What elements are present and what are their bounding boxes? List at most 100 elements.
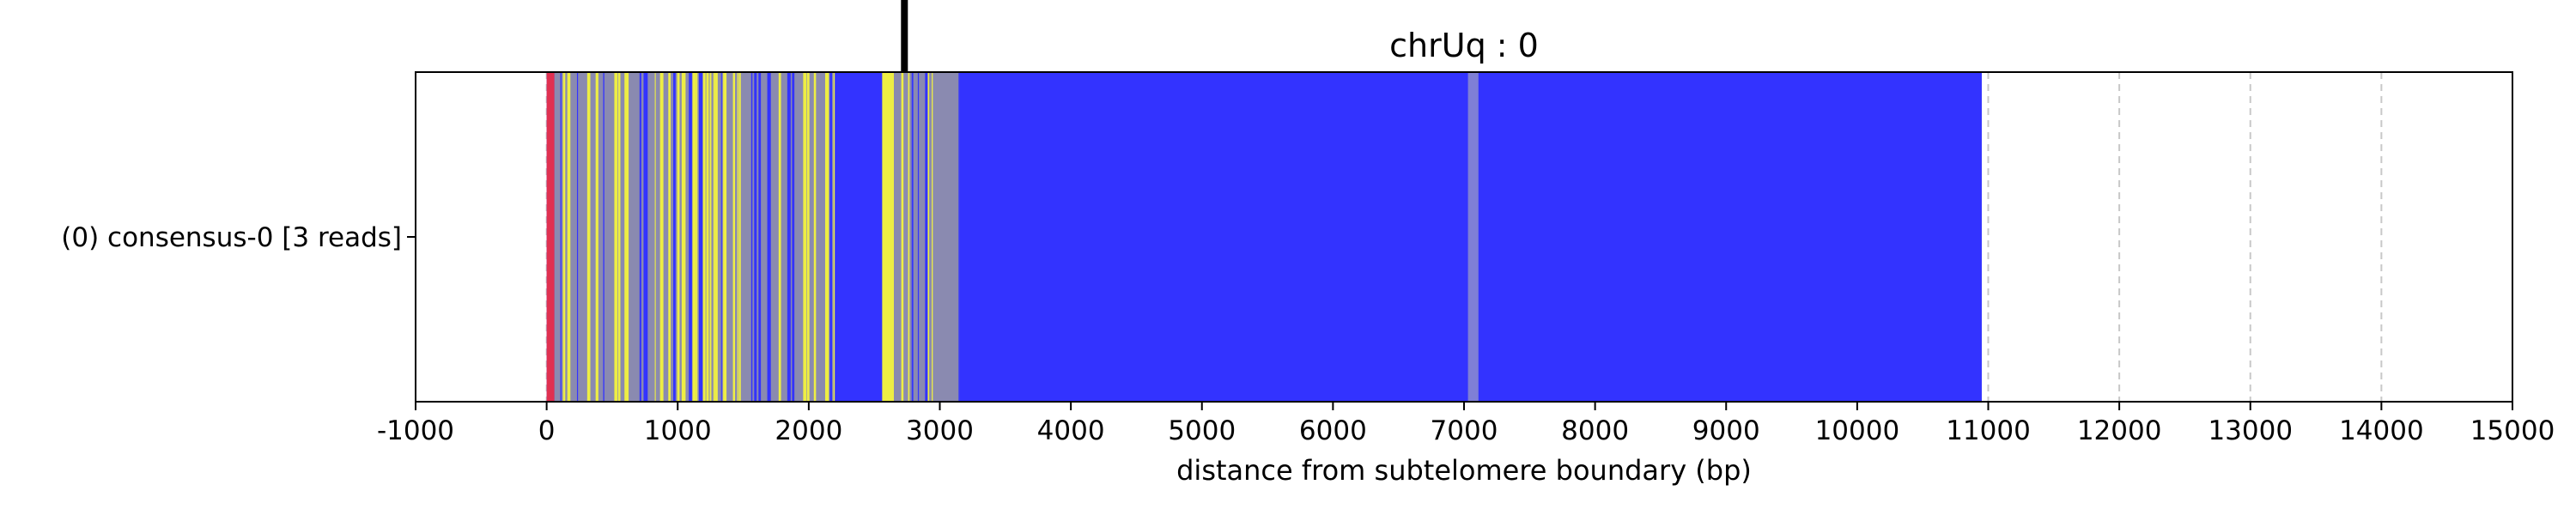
bar-segment [894, 72, 960, 402]
segment-stripe [829, 72, 832, 402]
segment-stripe [758, 72, 762, 402]
segment-fill [546, 72, 555, 402]
x-tick-label: 6000 [1299, 415, 1367, 446]
segment-stripe [677, 72, 680, 402]
segment-stripe [567, 72, 571, 402]
segment-stripe [738, 72, 741, 402]
segment-stripe [732, 72, 735, 402]
segment-stripe [637, 72, 640, 402]
segment-stripe [643, 72, 648, 402]
segment-stripe [958, 72, 960, 402]
segment-stripe [654, 72, 656, 402]
segment-stripe [629, 72, 633, 402]
x-tick-label: 9000 [1692, 415, 1760, 446]
bar-segment [882, 72, 895, 402]
segment-stripe [809, 72, 814, 402]
x-tick-label: 7000 [1431, 415, 1498, 446]
segment-stripe [817, 72, 820, 402]
segment-stripe [692, 72, 696, 402]
segment-stripe [787, 72, 791, 402]
x-tick-label: 2000 [775, 415, 842, 446]
segment-stripe [580, 72, 582, 402]
x-tick-label: 14000 [2339, 415, 2424, 446]
segment-stripe [665, 72, 667, 402]
bar-segment [554, 72, 835, 402]
segment-stripe [557, 72, 560, 402]
segment-stripe [772, 72, 777, 402]
x-tick-label: 4000 [1037, 415, 1105, 446]
segment-stripe [742, 72, 745, 402]
segment-stripe [754, 72, 757, 402]
segment-stripe [901, 72, 904, 402]
segment-stripe [584, 72, 586, 402]
segment-stripe [689, 72, 692, 402]
segment-stripe [750, 72, 753, 402]
segment-stripe [659, 72, 664, 402]
segment-stripe [595, 72, 598, 402]
segment-stripe [824, 72, 829, 402]
segment-stripe [925, 72, 928, 402]
segment-stripe [917, 72, 920, 402]
segment-stripe [894, 72, 897, 402]
bar-segment [1467, 72, 1479, 402]
segment-stripe [668, 72, 671, 402]
segment-stripe [574, 72, 577, 402]
segment-stripe [798, 72, 803, 402]
segment-stripe [713, 72, 715, 402]
segment-stripe [696, 72, 698, 402]
segment-stripe [723, 72, 727, 402]
segment-stripe [762, 72, 766, 402]
x-tick-label: 13000 [2208, 415, 2293, 446]
segment-stripe [620, 72, 623, 402]
segment-stripe [792, 72, 795, 402]
segment-stripe [955, 72, 958, 402]
x-tick-label: 8000 [1561, 415, 1629, 446]
x-tick-label: 15000 [2470, 415, 2555, 446]
segment-stripe [908, 72, 910, 402]
segment-stripe [783, 72, 787, 402]
y-axis: (0) consensus-0 [3 reads] [61, 222, 416, 253]
segment-stripe [649, 72, 653, 402]
segment-stripe [932, 72, 933, 402]
segment-stripe [806, 72, 810, 402]
segment-stripe [605, 72, 610, 402]
segment-stripe [922, 72, 924, 402]
segment-fill [1467, 72, 1479, 402]
segment-stripe [728, 72, 732, 402]
segment-stripe [833, 72, 835, 402]
segment-stripe [656, 72, 659, 402]
segment-stripe [685, 72, 688, 402]
segment-stripe [576, 72, 579, 402]
x-tick-label: 11000 [1946, 415, 2031, 446]
segment-stripe [673, 72, 676, 402]
bar-segment [835, 72, 883, 402]
segment-stripe [803, 72, 807, 402]
segment-stripe [624, 72, 629, 402]
segment-stripe [586, 72, 591, 402]
y-tick-label: (0) consensus-0 [3 reads] [61, 222, 402, 253]
segment-stripe [591, 72, 595, 402]
x-tick-label: 12000 [2077, 415, 2162, 446]
segment-stripe [778, 72, 781, 402]
segment-stripe [951, 72, 953, 402]
segment-stripe [937, 72, 941, 402]
segment-stripe [614, 72, 618, 402]
segment-stripe [745, 72, 750, 402]
segment-stripe [714, 72, 718, 402]
x-axis: -1000 0 1000 2000 3000 4000 5000 6000 7000 8000 90… [377, 402, 2555, 446]
segment-stripe [571, 72, 574, 402]
x-tick-label: 1000 [644, 415, 712, 446]
chart-title: chrUq : 0 [1389, 27, 1539, 64]
x-tick-label: -1000 [377, 415, 454, 446]
segment-stripe [720, 72, 722, 402]
x-tick-label: 0 [538, 415, 556, 446]
x-axis-label: distance from subtelomere boundary (bp) [1176, 454, 1752, 487]
segment-stripe [820, 72, 824, 402]
segment-stripe [911, 72, 914, 402]
segment-stripe [702, 72, 706, 402]
segment-stripe [796, 72, 798, 402]
segment-stripe [767, 72, 771, 402]
segment-stripe [719, 72, 720, 402]
segment-stripe [560, 72, 562, 402]
